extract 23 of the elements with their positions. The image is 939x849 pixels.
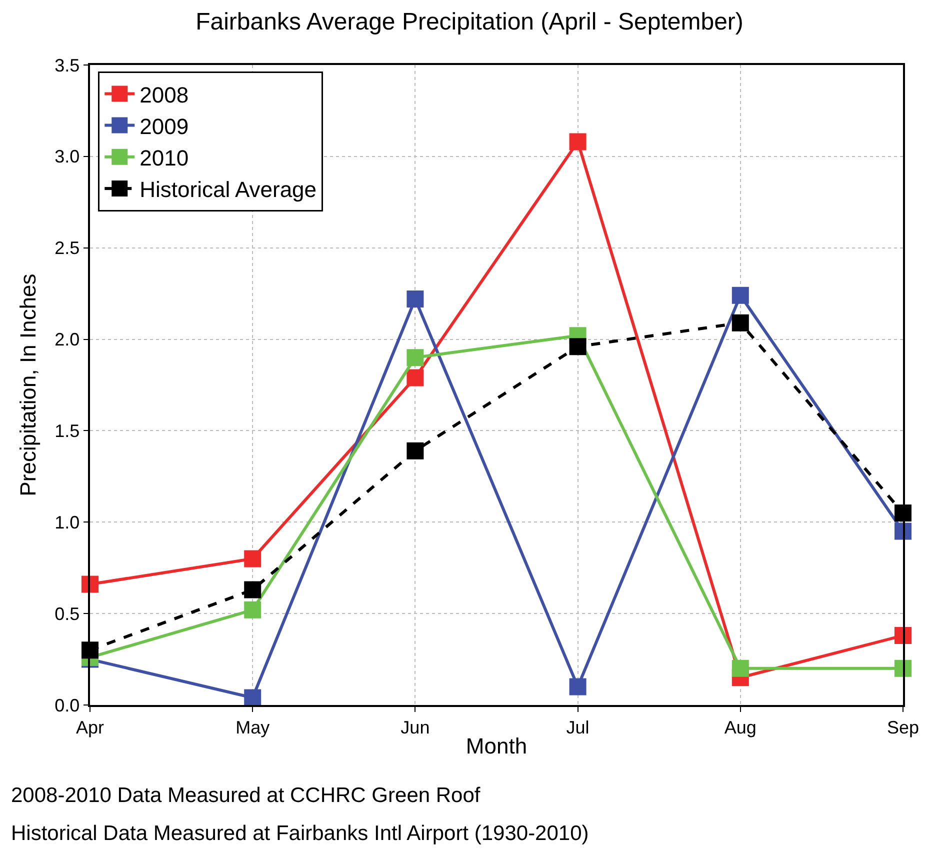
text: 2008-2010 Data Measured at CCHRC Green Roof — [11, 784, 480, 807]
y-tick-label: 0.0 — [54, 695, 80, 716]
y-tick-label: 1.5 — [54, 421, 80, 442]
y-tick-label: 0.5 — [54, 604, 80, 624]
y-tick-label: 2.5 — [54, 238, 80, 258]
legend-label: 2010 — [140, 145, 189, 170]
y-axis-title: Precipitation, In Inches — [16, 274, 40, 496]
x-tick-label: Aug — [724, 717, 756, 738]
x-tick-label: May — [236, 717, 270, 738]
y-tick-label: 3.0 — [54, 146, 80, 167]
legend-label: 2008 — [140, 82, 189, 108]
x-tick-label: Apr — [76, 717, 104, 738]
text: Historical Data Measured at Fairbanks Intl Airport (1930-2010) — [11, 822, 589, 845]
x-tick-label: Sep — [886, 717, 920, 738]
y-tick-label: 1.0 — [54, 512, 80, 532]
x-tick-label: Jun — [400, 717, 430, 738]
x-axis-title: Month — [466, 734, 528, 759]
chart-title: Fairbanks Average Precipitation (April - September) — [196, 8, 744, 36]
y-tick-label: 3.5 — [54, 55, 80, 76]
legend-label: Historical Average — [140, 177, 317, 202]
y-tick-label: 2.0 — [54, 330, 80, 350]
legend-label: 2009 — [140, 114, 189, 139]
x-tick-label: Jul — [566, 717, 590, 738]
